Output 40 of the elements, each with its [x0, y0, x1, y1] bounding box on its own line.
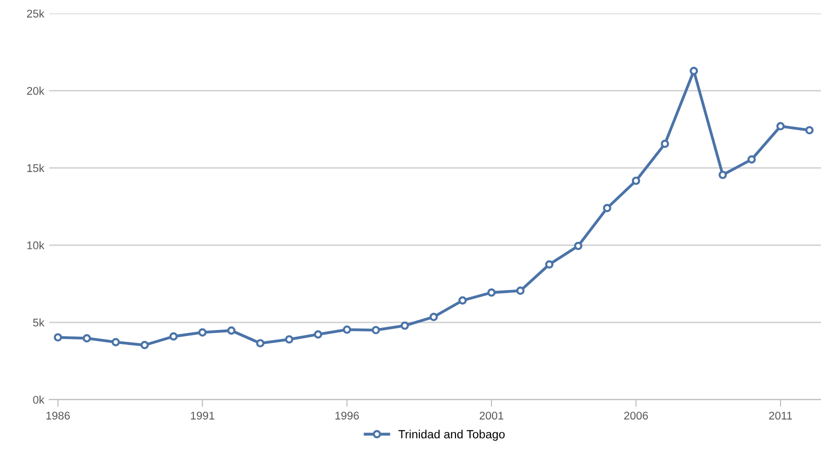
- point: [718, 170, 727, 180]
- point: [54, 333, 62, 342]
- point: [516, 286, 525, 295]
- y-tick-label: 20k: [27, 86, 44, 95]
- point: [487, 288, 496, 297]
- y-tick-label: 15k: [27, 164, 44, 172]
- x-tick-label: 1996: [335, 412, 359, 420]
- point: [632, 176, 640, 185]
- point: [458, 296, 467, 305]
- y-tick-label: 0k: [33, 396, 44, 404]
- point: [400, 321, 409, 330]
- point: [140, 340, 149, 350]
- x-tick-label: 2011: [769, 412, 792, 420]
- point: [342, 325, 352, 334]
- point: [805, 126, 814, 134]
- y-tick-label: 5k: [33, 318, 44, 327]
- point: [198, 328, 207, 337]
- point: [284, 335, 294, 344]
- y-tick-label: 25k: [27, 9, 44, 18]
- y-tick-label: 10k: [27, 241, 44, 250]
- point: [776, 122, 785, 130]
- legend-label: Trinidad and Tobago: [398, 430, 505, 441]
- point: [169, 332, 178, 341]
- point: [545, 260, 554, 269]
- x-tick-label: 2006: [624, 412, 648, 420]
- point: [372, 326, 380, 334]
- point: [314, 330, 322, 339]
- point: [660, 140, 670, 148]
- point: [747, 155, 756, 164]
- point: [112, 338, 120, 346]
- x-tick-label: 1991: [190, 412, 214, 420]
- point: [602, 204, 612, 212]
- point: [82, 334, 92, 342]
- point: [690, 66, 698, 76]
- point: [256, 339, 264, 348]
- x-tick-label: 1986: [46, 412, 70, 420]
- x-tick-label: 2001: [480, 412, 504, 420]
- point: [227, 326, 236, 335]
- point: [574, 242, 582, 250]
- point: [430, 312, 438, 322]
